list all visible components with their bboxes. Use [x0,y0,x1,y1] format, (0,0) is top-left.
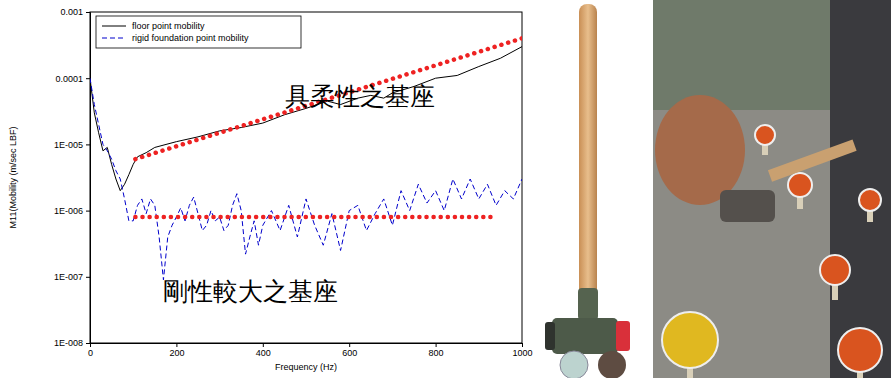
x-axis-tick: 1000 [512,343,532,358]
x-axis-tick-mark [349,343,350,347]
hammer-handle [579,4,597,322]
x-axis-tick-label: 200 [169,348,184,358]
legend: floor point mobility rigid foundation poi… [96,16,301,48]
hammer-neck [578,288,598,320]
y-axis-tick-mark [86,343,90,344]
photo-reflector [838,328,882,372]
photo-reflector [788,173,812,197]
y-axis-tick-label: 0.001 [60,7,83,17]
legend-label: rigid foundation point mobility [132,33,249,43]
plot-area [90,38,522,279]
x-axis-tick-mark [522,343,523,347]
hammer-head [552,318,618,354]
y-axis-tick-label: 0.0001 [55,74,83,84]
photo-reflector [755,125,775,145]
x-axis-tick: 0 [88,343,93,358]
photo-hammer [720,190,775,222]
hammer-illustration [545,4,630,378]
photo-illustration [653,0,891,378]
y-axis-tick: 1E-005 [54,140,90,150]
photo-reflector [820,255,850,285]
annotation: 剛性較大之基座 [163,277,338,306]
x-axis-title: Frequency (Hz) [275,362,337,372]
photo-reflector [662,312,718,368]
hammer-tip [545,322,555,350]
x-axis: 0 200 400 600 800 1000 [88,343,533,358]
hammer-tip-disc [598,351,626,378]
x-axis-tick-label: 1000 [512,348,532,358]
x-axis-tick-label: 0 [88,348,93,358]
y-axis-title: M11(Mobility (m/sec LBF) [8,127,18,229]
series-line [90,47,522,191]
y-axis-tick: 1E-008 [54,338,90,348]
y-axis-tick-mark [86,144,90,145]
legend-swatch [102,26,126,27]
x-axis-tick: 800 [429,343,444,358]
x-axis-line [91,344,523,348]
x-axis-tick: 600 [342,343,357,358]
photo-planter [655,95,745,205]
y-axis-tick-mark [86,78,90,79]
series-line [135,38,522,159]
series-line [90,78,522,280]
y-axis-tick-label: 1E-007 [54,272,83,282]
y-axis-tick: 0.001 [60,7,90,17]
legend-swatch [102,38,126,39]
x-axis-tick: 200 [169,343,184,358]
annotation: 具柔性之基座 [285,82,435,111]
hammer-tip-disc [560,351,588,378]
x-axis-tick-label: 800 [429,348,444,358]
y-axis-tick: 0.0001 [55,74,90,84]
y-axis-tick: 1E-006 [54,206,90,216]
y-axis-tick-mark [86,211,90,212]
hammer-tip [616,321,630,351]
y-axis-line [86,13,91,344]
x-axis-tick-mark [176,343,177,347]
y-axis-tick-label: 1E-008 [54,338,83,348]
figure: 020040060080010001E-0081E-0071E-0061E-00… [0,0,891,378]
y-axis: 1E-008 1E-007 1E-006 1E-005 0.0001 0.001 [54,7,91,348]
y-axis-tick: 1E-007 [54,272,90,282]
y-axis-tick-mark [86,277,90,278]
x-axis-tick: 400 [256,343,271,358]
y-axis-tick-label: 1E-006 [54,206,83,216]
plot-frame [90,12,522,343]
x-axis-tick-mark [436,343,437,347]
series-line [135,215,496,220]
photo-person [830,0,891,378]
x-axis-tick-label: 400 [256,348,271,358]
x-axis-tick-mark [263,343,264,347]
photo-reflector [859,189,881,211]
photo-hammer-handle [768,140,857,182]
legend-label: floor point mobility [132,21,205,31]
legend-box [96,16,301,48]
y-axis-tick-mark [86,12,90,13]
x-axis-tick-label: 600 [342,348,357,358]
y-axis-tick-label: 1E-005 [54,140,83,150]
photo-background [653,0,891,378]
